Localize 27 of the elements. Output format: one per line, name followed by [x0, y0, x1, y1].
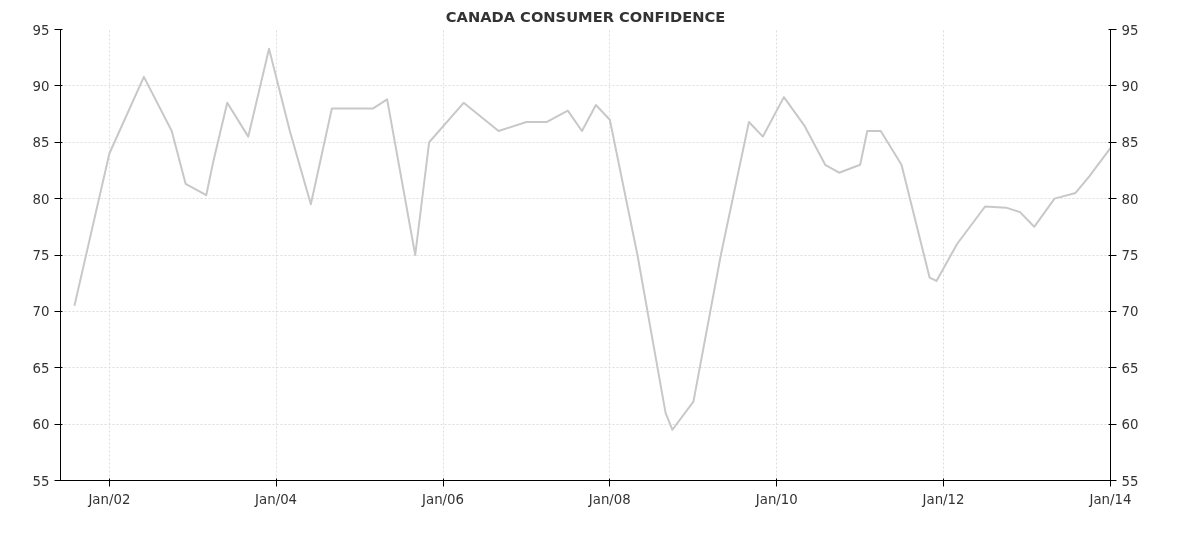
- x-tick-label: Jan/04: [254, 491, 298, 507]
- y2-tick-label: 70: [1121, 304, 1139, 320]
- y-tick-label: 70: [32, 304, 50, 320]
- y2-tick-label: 85: [1121, 135, 1139, 151]
- y-tick-label: 75: [32, 248, 50, 263]
- x-tick-label: Jan/10: [754, 491, 798, 507]
- x-tick-label: Jan/14: [1088, 491, 1132, 507]
- y2-tick-label: 90: [1121, 78, 1139, 94]
- y2-tick-label: 80: [1121, 191, 1139, 207]
- y2-tick-label: 60: [1121, 417, 1139, 433]
- x-tick-label: Jan/06: [421, 491, 465, 507]
- chart-title: CANADA CONSUMER CONFIDENCE: [445, 7, 726, 25]
- y-tick-label: 80: [32, 191, 50, 207]
- y-tick-label: 85: [32, 135, 50, 151]
- x-tick-label: Jan/08: [587, 491, 631, 507]
- y2-tick-label: 65: [1121, 360, 1139, 376]
- x-tick-label: Jan/02: [87, 491, 131, 507]
- y-tick-label: 90: [32, 78, 50, 94]
- y2-tick-label: 55: [1121, 473, 1139, 489]
- y-tick-label: 60: [32, 417, 50, 433]
- y-tick-label: 65: [32, 360, 50, 376]
- y-tick-label: 95: [32, 22, 50, 38]
- y2-tick-label: 75: [1121, 248, 1139, 263]
- x-tick-label: Jan/12: [921, 491, 965, 507]
- y2-tick-label: 95: [1121, 22, 1139, 38]
- line-series: [73, 47, 1111, 431]
- y-tick-label: 55: [32, 473, 50, 489]
